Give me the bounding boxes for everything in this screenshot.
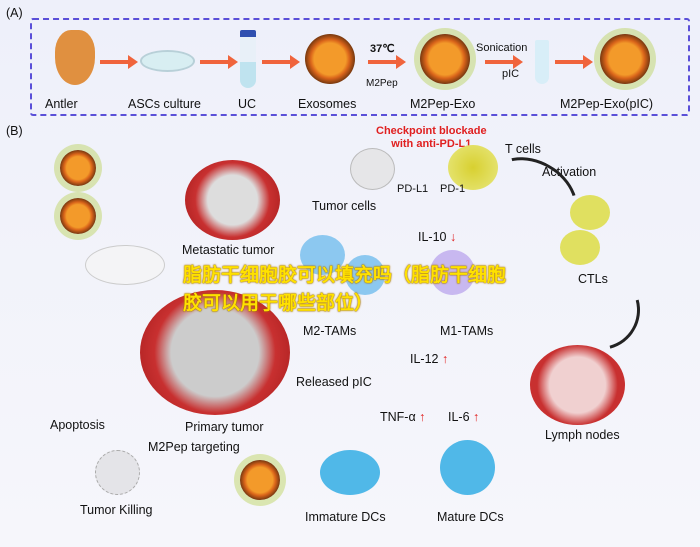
- arrow: [368, 55, 406, 69]
- m2pep-exo-icon: [420, 34, 470, 84]
- il12-label: IL-12 ↑: [410, 352, 448, 366]
- tumor-cell-icon: [350, 148, 395, 190]
- metastatic-tumor-label: Metastatic tumor: [182, 243, 275, 257]
- step-label: ASCs culture: [128, 97, 201, 111]
- mouse-icon: [85, 245, 165, 285]
- tnf-text: TNF-α: [380, 410, 416, 424]
- sonication-tube-icon: [535, 40, 549, 84]
- m2pep-label: M2Pep: [366, 78, 398, 89]
- up-arrow-icon: ↑: [419, 410, 426, 424]
- deer-icon: [55, 30, 95, 85]
- released-pic-label: Released pIC: [296, 375, 372, 389]
- primary-tumor-icon: [140, 290, 290, 415]
- m2-tams-label: M2-TAMs: [303, 324, 357, 338]
- immature-dcs-label: Immature DCs: [305, 510, 386, 524]
- temperature-label: 37℃: [370, 43, 395, 55]
- mature-dc-icon: [440, 440, 495, 495]
- tumor-killing-label: Tumor Killing: [80, 503, 153, 517]
- immature-dc-icon: [320, 450, 380, 495]
- m2-tam-icon: [300, 235, 345, 275]
- up-arrow-icon: ↑: [473, 410, 480, 424]
- dead-tumor-cell-icon: [95, 450, 140, 495]
- il10-label: IL-10 ↓: [418, 230, 456, 244]
- lymph-node-icon: [530, 345, 625, 425]
- il6-text: IL-6: [448, 410, 470, 424]
- m2-tam-icon: [345, 255, 385, 295]
- sonication-label: Sonication: [476, 42, 528, 54]
- il6-label: IL-6 ↑: [448, 410, 479, 424]
- tumor-cells-label: Tumor cells: [312, 199, 377, 213]
- panel-a-frame: [30, 18, 690, 116]
- metastatic-tumor-icon: [185, 160, 280, 240]
- arrow: [555, 55, 593, 69]
- mature-dcs-label: Mature DCs: [437, 510, 504, 524]
- arrow: [262, 55, 300, 69]
- arrow: [100, 55, 138, 69]
- m1-tam-icon: [430, 250, 475, 295]
- nanoparticle-icon: [240, 460, 280, 500]
- t-cells-label: T cells: [505, 142, 541, 156]
- tnf-alpha-label: TNF-α ↑: [380, 410, 425, 424]
- apoptosis-label: Apoptosis: [50, 418, 105, 432]
- step-label: M2Pep-Exo(pIC): [560, 97, 654, 111]
- m2pep-targeting-label: M2Pep targeting: [148, 440, 240, 454]
- down-arrow-icon: ↓: [449, 230, 457, 244]
- primary-tumor-label: Primary tumor: [185, 420, 264, 434]
- step-label: M2Pep-Exo: [410, 97, 476, 111]
- step-label: UC: [238, 97, 257, 111]
- step-label: Exosomes: [298, 97, 357, 111]
- arrow: [200, 55, 238, 69]
- panel-b-label: (B): [6, 124, 23, 138]
- il12-text: IL-12: [410, 352, 439, 366]
- pic-label: pIC: [502, 68, 520, 80]
- pd-1-label: PD-1: [440, 183, 466, 195]
- tube-icon: [240, 30, 256, 88]
- step-label: Antler: [45, 97, 78, 111]
- exosome-icon: [305, 34, 355, 84]
- nanoparticle-icon: [60, 198, 96, 234]
- m2pep-exo-pic-icon: [600, 34, 650, 84]
- t-cell-icon: [448, 145, 498, 190]
- il10-text: IL-10: [418, 230, 447, 244]
- arrow: [485, 55, 523, 69]
- overlay-caption: 脂肪干细胞胶可以填充吗（脂肪干细胞胶可以用于哪些部位）: [183, 265, 507, 314]
- panel-a-label: (A): [6, 6, 23, 20]
- activation-label: Activation: [542, 165, 597, 179]
- ctl-icon: [560, 230, 600, 265]
- nanoparticle-icon: [60, 150, 96, 186]
- ctls-label: CTLs: [578, 272, 608, 286]
- culture-dish-icon: [140, 50, 195, 72]
- m1-tams-label: M1-TAMs: [440, 324, 494, 338]
- ctl-icon: [570, 195, 610, 230]
- up-arrow-icon: ↑: [441, 352, 449, 366]
- checkpoint-label: Checkpoint blockade with anti-PD-L1: [376, 125, 487, 150]
- lymph-nodes-label: Lymph nodes: [545, 428, 620, 442]
- pd-l1-label: PD-L1: [397, 183, 429, 195]
